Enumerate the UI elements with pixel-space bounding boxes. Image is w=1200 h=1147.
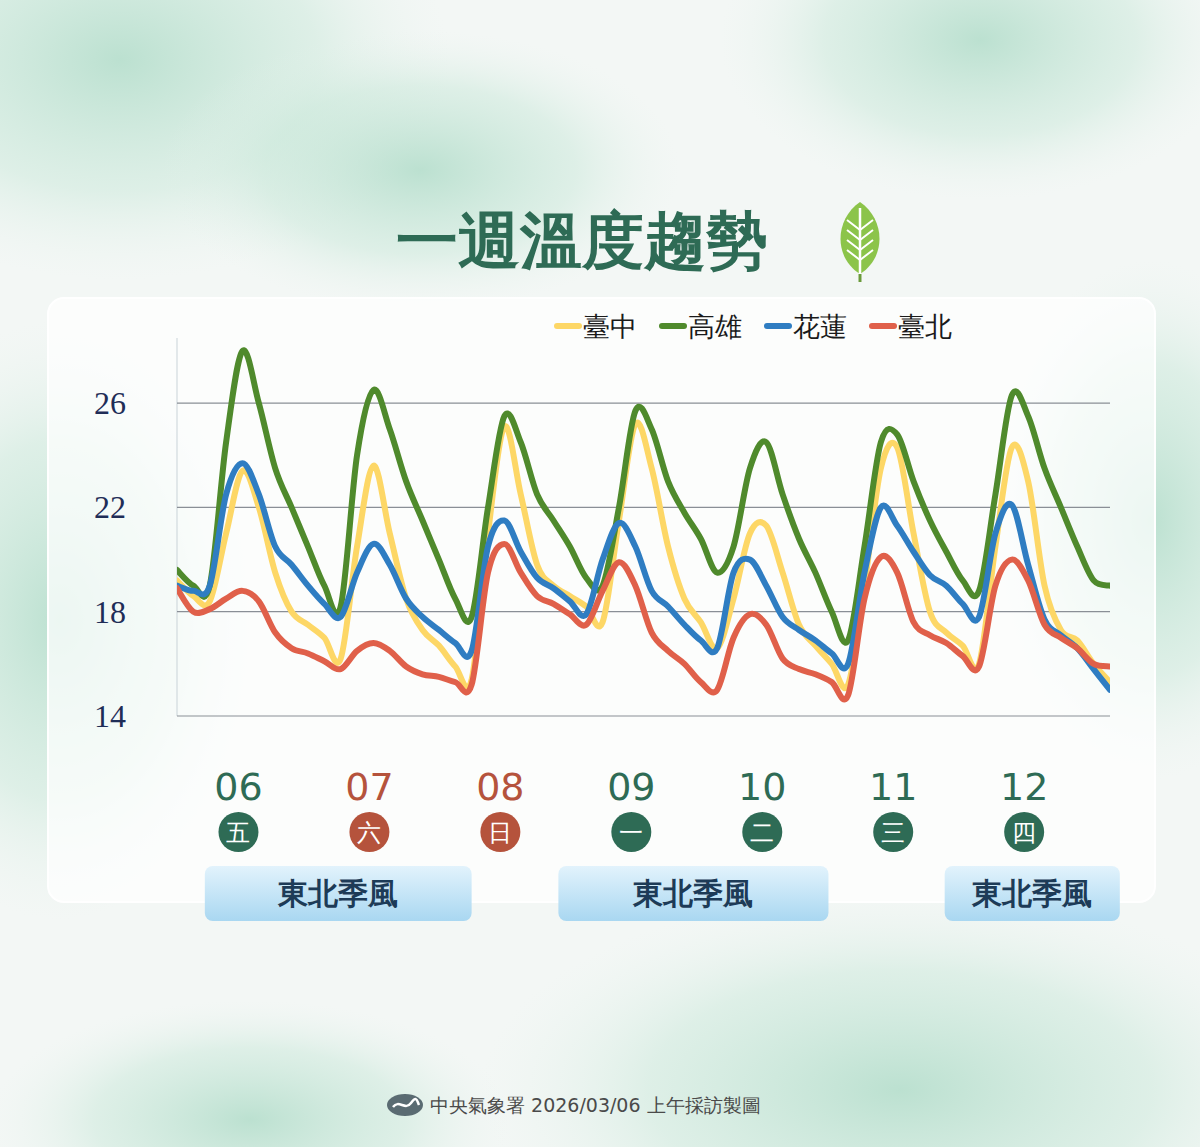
x-tick-label: 12 (1000, 765, 1048, 809)
leaf-vein (847, 240, 873, 250)
weekday-label: 二 (750, 819, 774, 847)
panel (48, 298, 1155, 902)
weekday-label: 四 (1012, 819, 1036, 847)
page: 一週溫度趨勢 14 18 22 26 06 五 07 六 08 日 09 一 10 二 11 三 12 四東北季風 東… (0, 0, 1200, 1147)
weekday-circle (218, 812, 258, 852)
weekday-circle (611, 812, 651, 852)
grid-line (177, 507, 1110, 508)
x-tick-label: 06 (214, 765, 262, 809)
leaf-vein (859, 208, 862, 282)
weekday-label: 日 (488, 819, 512, 847)
weekday-label: 一 (619, 819, 643, 847)
legend-swatch (557, 323, 579, 329)
series-line (177, 544, 1110, 700)
x-tick-label: 08 (476, 765, 524, 809)
weekday-circle (1004, 812, 1044, 852)
watercolor (0, 1000, 510, 1147)
weekday-label: 六 (357, 819, 381, 847)
leaf-vein (847, 220, 873, 230)
y-tick-label: 26 (94, 385, 126, 421)
grid-line (177, 403, 1110, 404)
legend-swatch (872, 323, 894, 329)
monsoon-band (205, 866, 472, 921)
title: 一週溫度趨勢 (396, 204, 768, 277)
weekday-circle (873, 812, 913, 852)
legend-swatch (767, 323, 789, 329)
x-tick-label: 11 (869, 765, 917, 809)
y-tick-label: 22 (94, 489, 126, 525)
legend-swatch (662, 323, 684, 329)
monsoon-band (945, 866, 1120, 921)
cwa-logo (387, 1094, 423, 1116)
weekday-circle (742, 812, 782, 852)
y-axis-line (177, 338, 178, 716)
legend-label: 花蓮 (793, 311, 847, 342)
monsoon-label: 東北季風 (632, 876, 753, 911)
source: 中央氣象署 2026/03/06 上午採訪製圖 (430, 1094, 761, 1116)
weekday-label: 三 (881, 819, 905, 847)
weekday-label: 五 (226, 819, 250, 847)
y-tick-label: 18 (94, 594, 126, 630)
series-line (177, 423, 1110, 689)
logo-shape (387, 1094, 423, 1116)
leaf-icon (841, 202, 880, 282)
monsoon-label: 東北季風 (971, 876, 1092, 911)
weekday-circle (480, 812, 520, 852)
monsoon-label: 東北季風 (277, 876, 398, 911)
leaf-vein (847, 250, 873, 260)
monsoon-band (558, 866, 828, 921)
x-tick-label: 10 (738, 765, 786, 809)
plot-area (177, 350, 1110, 699)
x-tick-label: 07 (345, 765, 393, 809)
leaf-stem (859, 274, 862, 282)
legend-label: 臺中 (583, 311, 637, 342)
watercolor (720, 0, 1200, 200)
logo-wave (393, 1099, 419, 1107)
weekday-circle (349, 812, 389, 852)
x-tick-label: 09 (607, 765, 655, 809)
legend-label: 臺北 (898, 311, 952, 342)
y-tick-label: 14 (94, 698, 126, 734)
leaf-vein (847, 230, 873, 240)
grid-line (177, 715, 1110, 716)
legend-label: 高雄 (688, 311, 742, 342)
